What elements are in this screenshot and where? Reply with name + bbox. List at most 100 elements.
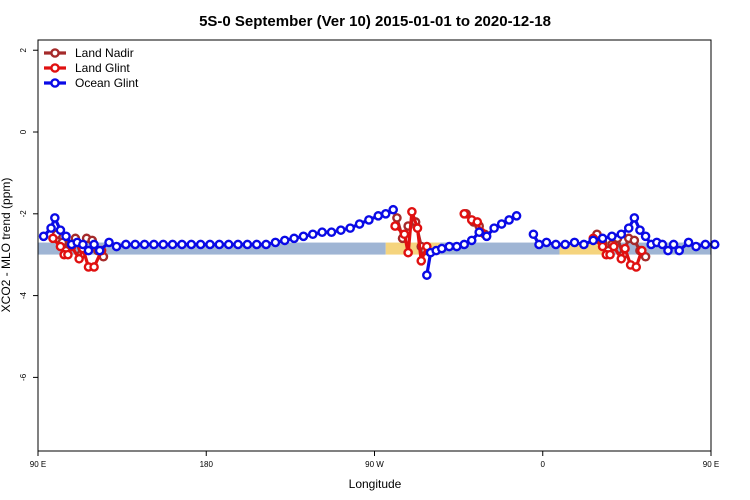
y-tick-label: 2 — [19, 47, 28, 52]
land-glint-point — [412, 223, 423, 233]
legend-label-land-nadir: Land Nadir — [75, 46, 134, 60]
land-glint-point — [459, 209, 470, 219]
ocean-glint-point — [466, 235, 477, 246]
ocean-glint-point — [308, 229, 318, 240]
ocean-glint-point — [223, 239, 234, 250]
ocean-glint-point — [130, 239, 141, 250]
legend-marker-ocean-glint — [50, 78, 60, 88]
land-nadir-point — [629, 235, 640, 246]
series-layer — [38, 204, 720, 280]
ocean-glint-point — [251, 239, 262, 250]
ocean-glint-point — [528, 229, 539, 240]
ocean-glint-point — [345, 223, 355, 233]
ocean-glint-point — [700, 239, 711, 250]
ocean-glint-point — [158, 239, 169, 250]
ocean-glint-point — [326, 227, 337, 238]
x-axis-label: Longitude — [349, 477, 402, 491]
y-tick-label: -2 — [19, 210, 28, 218]
ocean-glint-point — [38, 231, 49, 242]
axes: 90 E 180 90 W 0 90 E 2 0 -2 -4 -6 — [19, 39, 719, 469]
ocean-glint-point — [111, 241, 122, 252]
land-glint-point — [416, 256, 427, 266]
ocean-glint-point — [298, 231, 309, 242]
ocean-glint-point — [214, 239, 225, 250]
ocean-glint-point — [579, 239, 589, 250]
ocean-glint-point — [46, 223, 56, 233]
legend-marker-land-glint — [50, 63, 60, 73]
ocean-glint-point — [317, 227, 327, 238]
band-segment-ocean — [439, 242, 560, 255]
ocean-glint-point — [541, 237, 552, 248]
ocean-glint-point — [94, 245, 105, 256]
ocean-glint-point — [195, 239, 206, 250]
land-glint-point — [74, 253, 84, 264]
legend-label-ocean-glint: Ocean Glint — [75, 76, 139, 90]
ocean-glint-point — [289, 233, 299, 244]
ocean-glint-point — [336, 225, 346, 235]
y-axis-label: XCO2 - MLO trend (ppm) — [0, 178, 13, 313]
ocean-glint-point — [588, 235, 599, 246]
land-glint-point — [631, 262, 642, 272]
ocean-glint-point — [569, 237, 580, 248]
ocean-glint-point — [551, 239, 561, 250]
chart-title: 5S-0 September (Ver 10) 2015-01-01 to 20… — [199, 13, 551, 30]
ocean-glint-point — [242, 239, 253, 250]
land-glint-point — [597, 241, 608, 252]
ocean-glint-point — [709, 239, 720, 250]
ocean-glint-point — [139, 239, 150, 250]
land-glint-point — [48, 233, 58, 244]
y-tick-label: 0 — [19, 129, 28, 134]
ocean-glint-point — [560, 239, 570, 250]
ocean-glint-point — [380, 209, 391, 219]
ocean-glint-point — [459, 239, 470, 250]
ocean-glint-point — [691, 241, 701, 252]
ocean-glint-point — [496, 219, 507, 229]
ocean-glint-point — [261, 239, 271, 250]
ocean-glint-point — [279, 235, 290, 246]
ocean-glint-point — [205, 239, 215, 250]
land-glint-point — [620, 243, 630, 254]
ocean-glint-point — [50, 213, 60, 223]
ocean-glint-point — [597, 233, 608, 244]
land-nadir-point — [392, 213, 402, 223]
ocean-glint-point — [233, 239, 243, 250]
ocean-glint-point — [607, 231, 617, 242]
ocean-glint-point — [635, 225, 645, 235]
ocean-glint-point — [354, 219, 365, 229]
ocean-glint-point — [55, 225, 66, 235]
ocean-glint-point — [663, 245, 673, 256]
ocean-glint-point — [177, 239, 187, 250]
ocean-glint-point — [489, 223, 499, 233]
y-tick-label: -4 — [19, 291, 28, 299]
ocean-glint-point — [388, 204, 398, 215]
land-glint-point — [407, 206, 417, 217]
ocean-glint-point — [104, 237, 114, 248]
ocean-glint-point — [89, 239, 99, 250]
ocean-glint-point — [270, 237, 281, 248]
ocean-glint-point — [364, 215, 374, 225]
ocean-glint-point — [167, 239, 178, 250]
ocean-glint-point — [474, 227, 484, 238]
ocean-glint-point — [373, 211, 384, 221]
ocean-glint-point — [534, 239, 544, 250]
ocean-glint-point — [674, 245, 685, 256]
legend-marker-land-nadir — [50, 48, 60, 58]
land-glint-point — [616, 253, 627, 264]
ocean-glint-point — [481, 231, 492, 242]
ocean-glint-point — [149, 239, 159, 250]
land-glint-point — [63, 249, 73, 260]
x-tick-label: 90 E — [30, 460, 46, 469]
y-tick-label: -6 — [19, 373, 28, 381]
legend-label-land-glint: Land Glint — [75, 61, 130, 75]
ocean-glint-point — [186, 239, 197, 250]
ocean-glint-point — [640, 231, 651, 242]
x-tick-label: 90 E — [703, 460, 719, 469]
land-glint-point — [390, 221, 400, 231]
land-glint-point — [399, 229, 410, 240]
ocean-glint-point — [668, 239, 679, 250]
land-glint-point — [637, 245, 647, 256]
ocean-glint-point — [657, 239, 668, 250]
ocean-glint-point — [511, 211, 522, 221]
